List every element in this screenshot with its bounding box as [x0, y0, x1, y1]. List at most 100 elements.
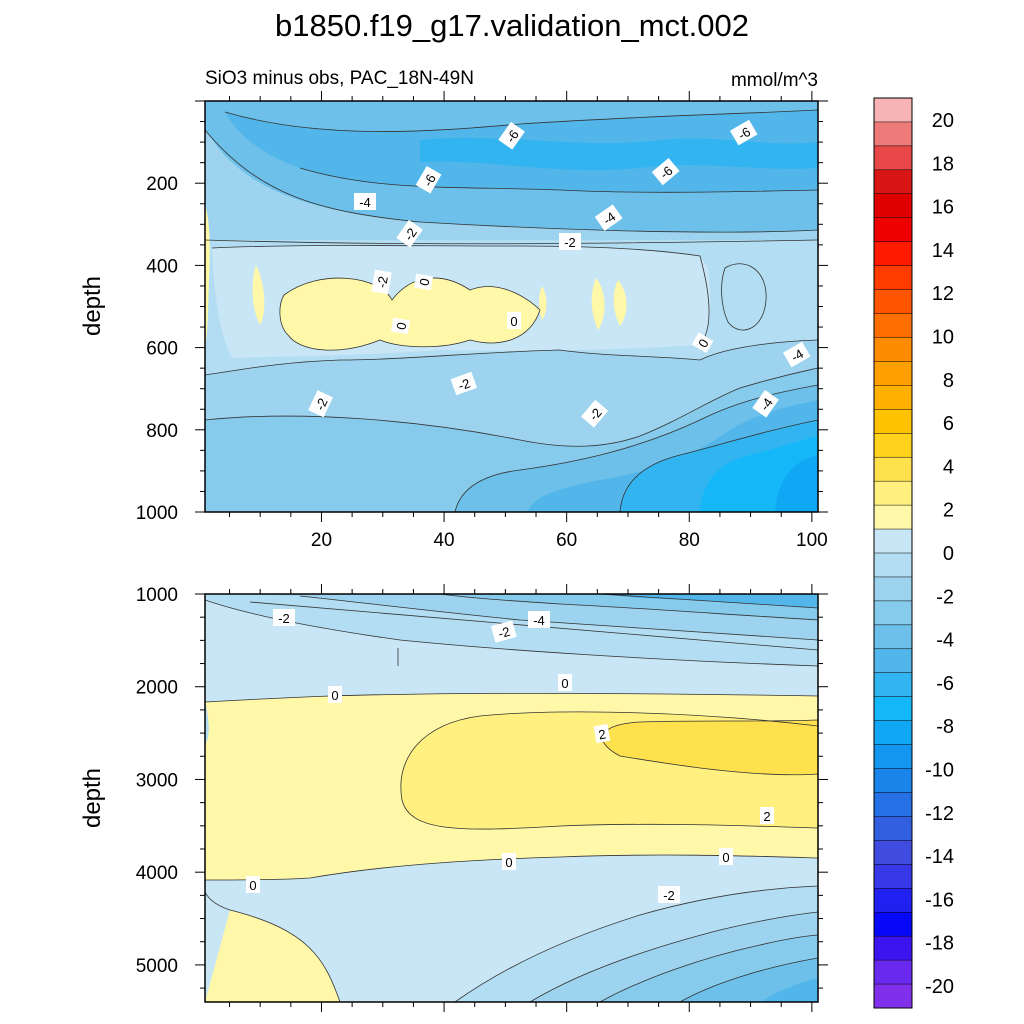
colorbar-label: -6	[936, 673, 954, 695]
colorbar-label: -4	[936, 630, 954, 652]
colorbar-swatch	[874, 289, 912, 314]
y-tick-label: 5000	[136, 956, 178, 977]
contour-label: -4	[782, 341, 811, 368]
contour-label-text: -4	[533, 613, 545, 628]
contour-label: 2	[593, 723, 611, 744]
colorbar-swatch	[874, 433, 912, 458]
colorbar-swatch	[874, 576, 912, 602]
contour-label-text: -2	[278, 611, 290, 626]
colorbar-label: 14	[932, 240, 954, 262]
contour-label-text: 0	[510, 314, 517, 329]
contour-label-text: -2	[312, 396, 330, 413]
contour-label: -6	[651, 158, 680, 186]
upper-y-axis-label: depth	[79, 276, 106, 336]
lower-contour-labels: -2 -4 -2 0 0 2 2 0 0 0 -2	[246, 609, 774, 903]
colorbar-swatch	[874, 409, 912, 434]
colorbar-label: -12	[925, 803, 954, 825]
colorbar-swatch	[874, 912, 912, 937]
y-tick-label: 3000	[136, 770, 178, 791]
colorbar-swatch	[874, 505, 912, 530]
contour-label: -6	[498, 121, 525, 150]
contour-label-text: 0	[249, 878, 256, 893]
colorbar-swatch	[874, 193, 912, 219]
contour-label: 0	[390, 317, 411, 335]
y-tick-label: 2000	[136, 678, 178, 699]
y-tick-label: 400	[146, 256, 178, 277]
colorbar-swatch	[874, 121, 912, 147]
colorbar-swatch	[874, 553, 912, 578]
contour-label: -2	[658, 886, 680, 903]
contour-label-text: 0	[722, 850, 729, 865]
contour-label: -2	[396, 219, 423, 248]
colorbar-label: -8	[936, 716, 954, 738]
colorbar-swatch	[874, 864, 912, 889]
x-tick-label: 40	[433, 530, 454, 551]
colorbar-swatch	[874, 361, 912, 386]
lower-y-axis-label: depth	[79, 768, 106, 828]
colorbar-label: 16	[932, 197, 954, 219]
contour-label-text: 0	[505, 855, 512, 870]
contour-label-text: 0	[416, 277, 432, 287]
contour-label: -2	[559, 233, 581, 250]
y-tick-label: 600	[146, 339, 178, 360]
colorbar-swatch	[874, 169, 912, 195]
contour-label: -4	[354, 193, 376, 210]
colorbar-label: -16	[925, 889, 954, 911]
contour-label: 0	[558, 674, 572, 691]
colorbar-label: -20	[925, 976, 954, 998]
y-tick-label: 1000	[136, 503, 178, 524]
x-tick-label: 100	[796, 530, 828, 551]
colorbar-label: -10	[925, 760, 954, 782]
colorbar-swatch	[874, 457, 912, 482]
colorbar-swatch	[874, 385, 912, 410]
contour-label-text: 2	[597, 726, 607, 742]
colorbar-swatch	[874, 720, 912, 745]
colorbar-swatch	[874, 98, 912, 123]
contour-label-text: -2	[663, 888, 675, 903]
y-tick-label: 200	[146, 174, 178, 195]
y-tick-label: 800	[146, 421, 178, 442]
colorbar-label: -2	[936, 586, 954, 608]
colorbar-swatch	[874, 648, 912, 674]
upper-axis-ticks: 20 40 60 80 100 200 400 600 800 1000	[136, 91, 828, 551]
contour-label: -4	[594, 204, 623, 231]
colorbar-swatch	[874, 241, 912, 266]
contour-label-text: -2	[497, 624, 512, 641]
contour-label: -4	[752, 389, 779, 418]
contour-label: -2	[371, 269, 392, 295]
y-tick-label: 4000	[136, 863, 178, 884]
colorbar-label: 2	[943, 500, 954, 522]
colorbar-swatch	[874, 816, 912, 841]
colorbar-swatch	[874, 313, 912, 338]
contour-label: 0	[502, 853, 516, 870]
contour-label-text: -2	[564, 235, 576, 250]
contour-label: 0	[507, 312, 521, 329]
colorbar-swatch	[874, 696, 912, 721]
colorbar-frame	[873, 97, 913, 1009]
x-tick-label: 20	[311, 530, 332, 551]
colorbar-label: 4	[943, 456, 954, 478]
contour-label: -2	[308, 390, 333, 418]
colorbar-swatch	[874, 744, 912, 769]
colorbar-swatch	[874, 888, 912, 913]
contour-label: -6	[415, 165, 442, 194]
colorbar-swatch	[874, 145, 912, 171]
colorbar-swatch	[874, 529, 912, 554]
colorbar-swatch	[874, 984, 912, 1009]
colorbar-swatch	[874, 792, 912, 817]
contour-label: -2	[491, 620, 517, 643]
chart-subtitle-left: SiO3 minus obs, PAC_18N-49N	[205, 68, 474, 89]
colorbar-label: 10	[932, 327, 954, 349]
colorbar-label: 8	[943, 370, 954, 392]
contour-label: 0	[719, 848, 733, 865]
contour-label-text: 0	[561, 676, 568, 691]
contour-label: 2	[760, 807, 774, 824]
lower-panel-fill	[205, 594, 818, 1002]
x-tick-label: 80	[679, 530, 700, 551]
contour-label: 0	[328, 686, 342, 703]
colorbar-label: 12	[932, 283, 954, 305]
colorbar-swatch	[874, 840, 912, 865]
colorbar-swatch	[874, 936, 912, 961]
